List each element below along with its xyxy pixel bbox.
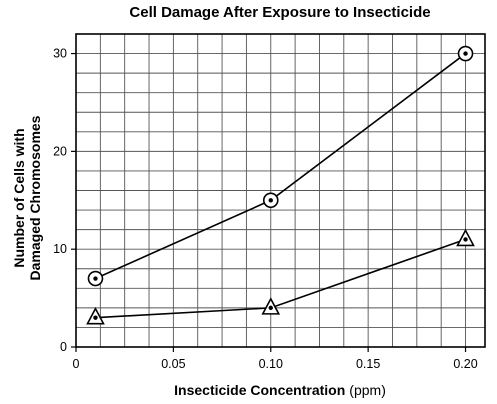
x-axis-title: Insecticide Concentration (ppm): [174, 382, 386, 398]
y-axis-title: Number of Cells with Damaged Chromosomes: [11, 115, 43, 280]
y-tick-label: 20: [53, 144, 67, 158]
series: [86, 45, 475, 325]
data-point-dot: [268, 305, 273, 311]
y-axis-title-line2: Damaged Chromosomes: [27, 115, 43, 280]
x-axis-unit: (ppm): [349, 382, 386, 398]
x-axis-title-text: Insecticide Concentration: [174, 382, 345, 398]
data-point-dot: [268, 198, 273, 203]
series-triangle: [86, 228, 475, 325]
y-tick-label: 30: [53, 47, 67, 61]
data-point-dot: [93, 276, 98, 281]
x-axis-ticks: 0 0.05 0.10 0.15 0.20: [73, 347, 478, 371]
data-point-dot: [93, 315, 98, 320]
x-tick-label: 0.15: [356, 357, 380, 371]
plot-frame: [75, 33, 486, 348]
data-point-dot: [463, 237, 468, 242]
y-tick-label: 10: [53, 242, 67, 256]
x-tick-label: 0.05: [161, 357, 185, 371]
series-circle: [87, 45, 474, 287]
series-line: [95, 52, 467, 280]
x-tick-label: 0.10: [259, 357, 283, 371]
x-tick-label: 0.20: [453, 357, 477, 371]
grid: [76, 34, 485, 347]
series-line: [95, 238, 466, 319]
chart-title: Cell Damage After Exposure to Insecticid…: [129, 4, 430, 21]
y-axis-ticks: 0 10 20 30: [53, 47, 76, 354]
data-point-dot: [463, 51, 468, 56]
y-tick-label: 0: [60, 340, 67, 354]
y-axis-title-line1: Number of Cells with: [11, 128, 27, 267]
x-tick-label: 0: [73, 357, 80, 371]
